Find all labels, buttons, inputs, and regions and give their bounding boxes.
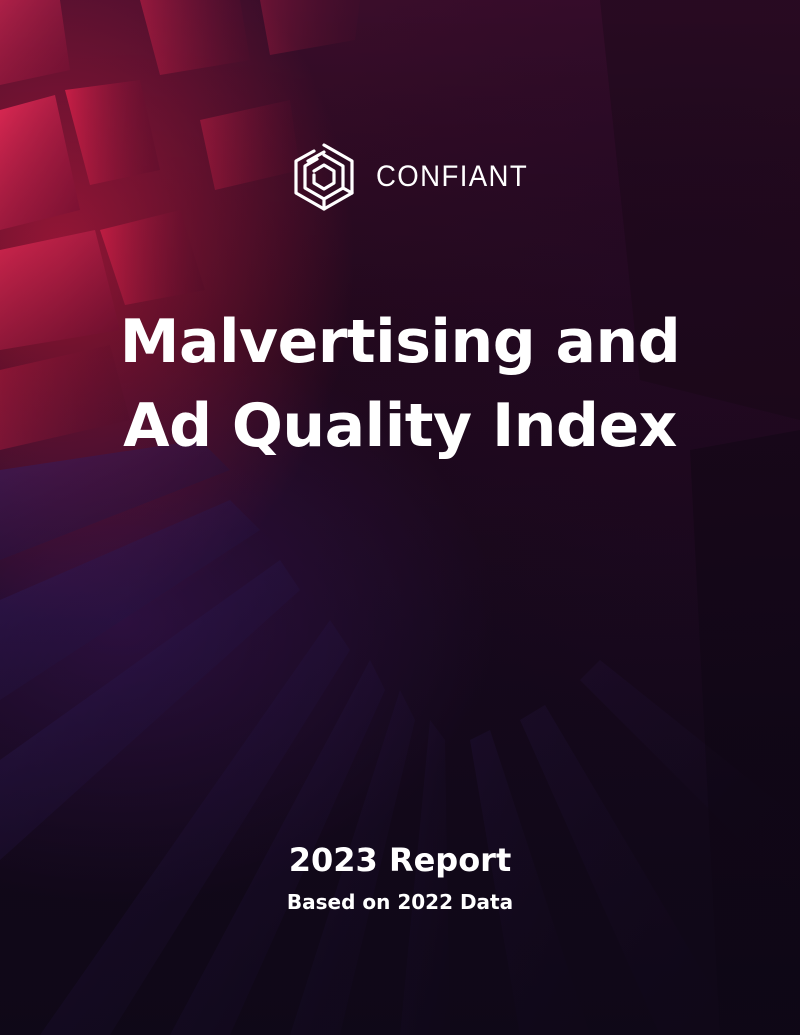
confiant-logo-icon (294, 143, 354, 211)
brand-header: CONFIANT (290, 140, 541, 214)
report-subtitle: Based on 2022 Data (286, 890, 514, 914)
report-title-line-2: Ad Quality Index (123, 391, 677, 461)
brand-name: CONFIANT (376, 160, 529, 193)
report-label: 2023 Report (288, 841, 512, 879)
report-title-line-1: Malvertising and (119, 307, 681, 377)
report-title: Malvertising and Ad Quality Index (0, 300, 800, 468)
